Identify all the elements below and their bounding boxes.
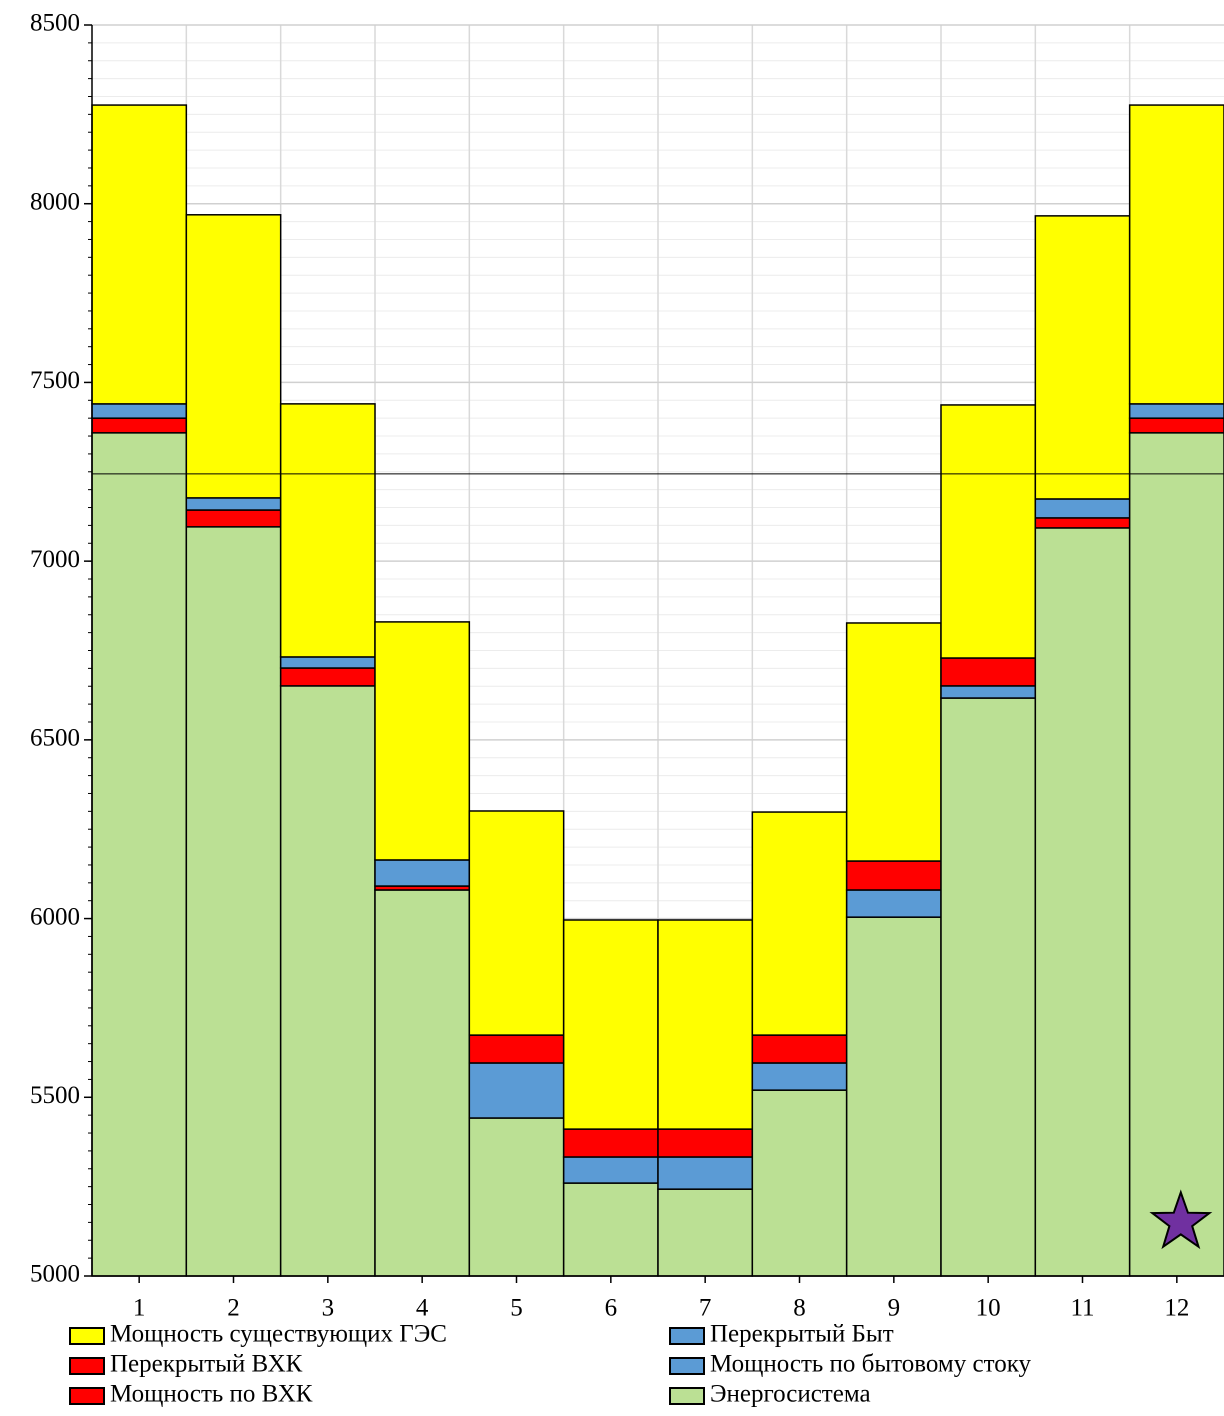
bar-segment <box>91 432 188 1277</box>
bar-segment <box>91 104 188 405</box>
bar-segment <box>940 697 1037 1277</box>
bar-segment <box>657 1156 754 1190</box>
bar-segment <box>845 622 942 862</box>
legend-label: Перекрытый Быт <box>710 1321 894 1348</box>
bar-segment <box>185 526 282 1277</box>
bar-segment <box>1034 498 1131 519</box>
legend-label: Перекрытый ВХК <box>110 1351 303 1378</box>
bar-segment <box>185 509 282 528</box>
y-tick-label: 8000 <box>30 188 80 215</box>
x-tick-label: 9 <box>888 1295 901 1322</box>
bar-segment <box>1034 527 1131 1277</box>
x-tick-label: 7 <box>699 1295 712 1322</box>
bar-segment <box>374 621 471 861</box>
bar-segment <box>279 656 376 669</box>
bar-segment <box>562 1182 659 1277</box>
legend-label: Энергосистема <box>710 1381 871 1408</box>
bar-segment <box>468 810 565 1036</box>
bar-segment <box>468 1117 565 1277</box>
bar-segment <box>1128 417 1224 434</box>
bar-segment <box>940 657 1037 687</box>
y-tick-label: 8500 <box>30 10 80 37</box>
legend-swatch <box>69 1357 105 1375</box>
bar-segment <box>374 859 471 887</box>
bar-segment <box>279 685 376 1277</box>
bar-segment <box>657 919 754 1130</box>
bar-segment <box>91 403 188 419</box>
bar-segment <box>940 685 1037 699</box>
x-tick-label: 10 <box>976 1295 1001 1322</box>
bar-segment <box>468 1062 565 1119</box>
x-tick-label: 6 <box>605 1295 618 1322</box>
bar-segment <box>1128 104 1224 405</box>
bar-segment <box>562 1128 659 1158</box>
bar-segment <box>751 1034 848 1064</box>
x-tick-label: 1 <box>133 1295 146 1322</box>
bar-segment <box>657 1188 754 1277</box>
legend-swatch <box>669 1357 705 1375</box>
bar-segment <box>1128 403 1224 419</box>
legend-swatch <box>669 1327 705 1345</box>
legend-label: Мощность по ВХК <box>110 1381 313 1408</box>
bar-segment <box>1034 517 1131 529</box>
bar-segment <box>468 1034 565 1064</box>
marker-star <box>1149 1189 1213 1250</box>
bar-segment <box>1128 432 1224 1277</box>
bar-segment <box>845 889 942 918</box>
bar-segment <box>751 1062 848 1091</box>
bar-segment <box>562 1156 659 1184</box>
bar-segment <box>1034 215 1131 500</box>
bar-segment <box>845 916 942 1277</box>
y-tick-label: 6000 <box>30 903 80 930</box>
x-tick-label: 11 <box>1070 1295 1094 1322</box>
y-tick-label: 6500 <box>30 725 80 752</box>
bar-segment <box>279 667 376 687</box>
bar-segment <box>751 811 848 1036</box>
bar-segment <box>374 889 471 1277</box>
bar-segment <box>657 1128 754 1158</box>
x-tick-label: 2 <box>227 1295 240 1322</box>
bar-segment <box>562 919 659 1130</box>
bar-segment <box>751 1089 848 1277</box>
x-tick-label: 4 <box>416 1295 429 1322</box>
bar-segment <box>279 403 376 658</box>
x-tick-label: 12 <box>1164 1295 1189 1322</box>
x-tick-label: 3 <box>322 1295 335 1322</box>
legend-label: Мощность по бытовому стоку <box>710 1351 1031 1378</box>
bar-segment <box>91 417 188 434</box>
y-tick-label: 7500 <box>30 367 80 394</box>
legend-swatch <box>69 1387 105 1405</box>
x-tick-label: 5 <box>510 1295 523 1322</box>
y-tick-label: 5000 <box>30 1261 80 1288</box>
bar-segment <box>940 404 1037 659</box>
y-tick-label: 7000 <box>30 546 80 573</box>
legend-label: Мощность существующих ГЭС <box>110 1321 447 1348</box>
bar-segment <box>185 497 282 511</box>
bar-segment <box>845 860 942 891</box>
legend-swatch <box>669 1387 705 1405</box>
y-tick-label: 5500 <box>30 1082 80 1109</box>
legend-swatch <box>69 1327 105 1345</box>
bar-segment <box>185 214 282 499</box>
x-tick-label: 8 <box>793 1295 806 1322</box>
